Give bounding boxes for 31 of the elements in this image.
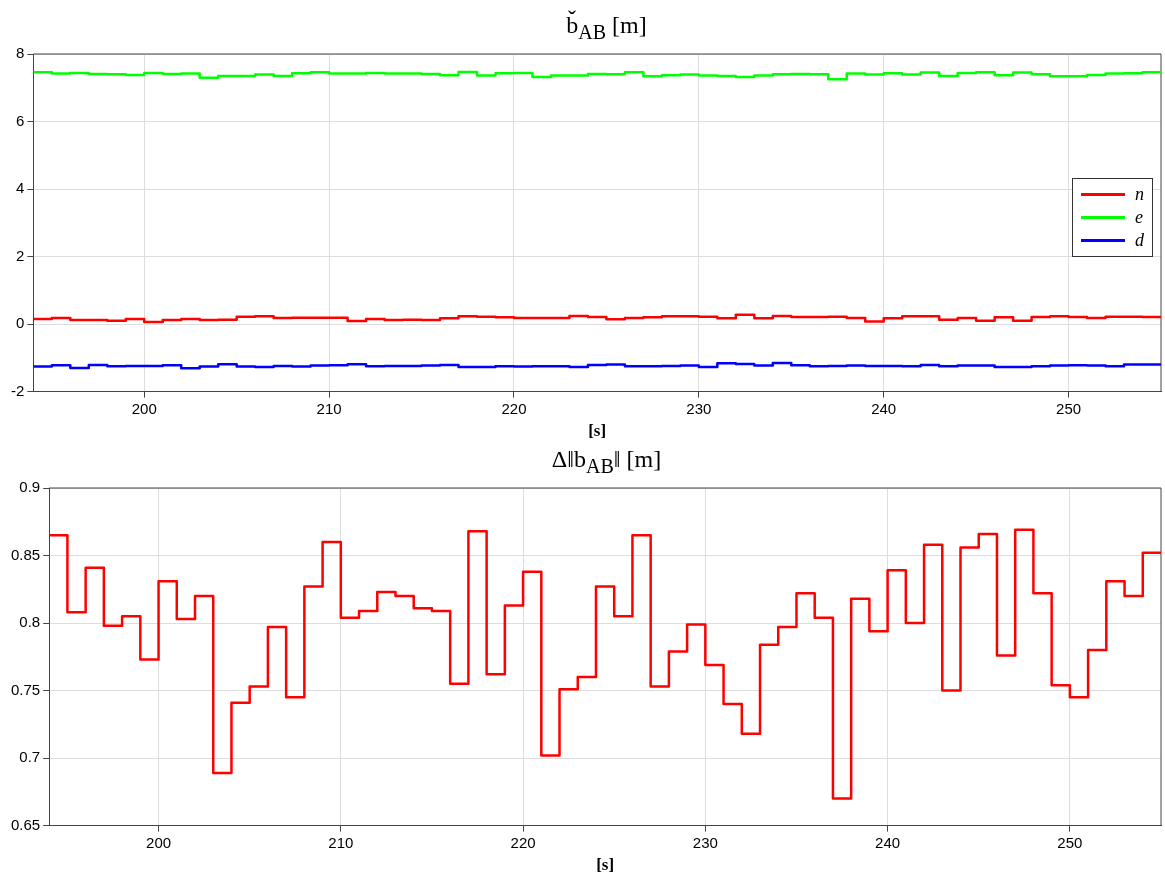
y-tick-label: 2	[15, 246, 25, 264]
y-tick-label: 4	[15, 179, 25, 197]
y-tick-label: 0	[15, 314, 25, 332]
y-tick-label: -2	[10, 381, 25, 399]
x-tick-label: 210	[328, 833, 354, 851]
chart-title: Δ‖b$_{AB}$‖ [m]	[550, 445, 663, 477]
chart-title: b̌$_{AB}$ [m]	[565, 9, 648, 43]
x-tick-label: 220	[501, 399, 527, 417]
x-tick-label: 230	[692, 833, 718, 851]
x-tick-label: 200	[131, 399, 157, 417]
legend-label: e	[1135, 207, 1143, 228]
y-tick-label: 8	[15, 44, 25, 62]
x-tick-label: 230	[686, 399, 712, 417]
x-tick-label: 240	[875, 833, 901, 851]
y-tick-label: 6	[15, 111, 25, 129]
legend-label: d	[1135, 230, 1144, 251]
x-axis-title: [s]	[588, 421, 607, 441]
x-tick-label: 250	[1056, 399, 1082, 417]
legend-label: n	[1135, 184, 1144, 205]
x-axis-title: [s]	[596, 855, 615, 875]
y-tick-label: 0.75	[10, 680, 41, 698]
y-tick-label: 0.9	[19, 478, 41, 496]
x-tick-label: 250	[1057, 833, 1083, 851]
y-tick-label: 0.7	[19, 748, 41, 766]
y-tick-label: 0.8	[19, 613, 41, 631]
x-tick-label: 240	[871, 399, 897, 417]
x-tick-label: 200	[146, 833, 172, 851]
x-tick-label: 220	[510, 833, 536, 851]
y-tick-label: 0.85	[10, 545, 41, 563]
y-tick-label: 0.65	[10, 815, 41, 833]
x-tick-label: 210	[316, 399, 342, 417]
